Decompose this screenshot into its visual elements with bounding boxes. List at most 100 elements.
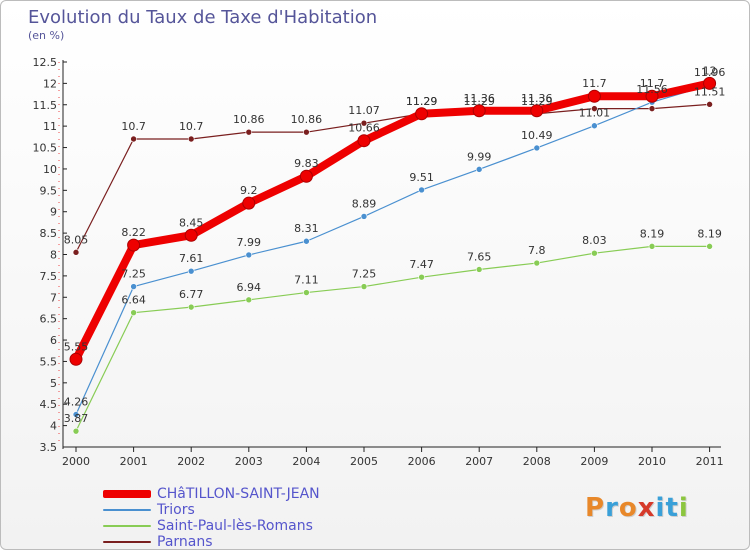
data-point: [472, 104, 486, 118]
data-point: [648, 243, 656, 250]
data-label: 10.66: [348, 122, 380, 135]
x-tick-label: 2010: [638, 455, 666, 468]
series-line-3: [75, 103, 711, 253]
data-label: 7.8: [528, 244, 546, 257]
y-tick-label: 5: [50, 377, 57, 390]
data-label: 10.7: [179, 120, 204, 133]
y-tick-label: 11.5: [33, 99, 58, 112]
data-label: 11.56: [636, 83, 668, 96]
data-label: 8.31: [294, 222, 319, 235]
data-label: 8.19: [697, 227, 722, 240]
y-tick-label: 9.5: [40, 184, 58, 197]
data-point: [130, 309, 137, 316]
y-tick-label: 6.5: [40, 313, 58, 326]
x-tick-label: 2001: [120, 455, 148, 468]
legend-label: Saint-Paul-lès-Romans: [157, 518, 313, 534]
data-label: 7.25: [352, 268, 377, 281]
data-label: 6.94: [237, 281, 262, 294]
data-label: 7.47: [409, 258, 434, 271]
data-label: 11.29: [406, 95, 438, 108]
data-label: 10.7: [121, 120, 146, 133]
data-point: [418, 186, 425, 194]
data-point: [360, 283, 368, 290]
data-label: 10.86: [291, 113, 323, 126]
legend: CHâTILLON-SAINT-JEAN Triors Saint-Paul-lès…: [103, 486, 320, 550]
data-label: 12: [703, 64, 717, 77]
data-point: [591, 105, 598, 112]
data-point: [530, 104, 544, 118]
data-label: 7.25: [121, 268, 146, 281]
x-tick-label: 2011: [696, 455, 724, 468]
data-point: [645, 89, 659, 103]
data-label: 11.51: [694, 85, 726, 98]
chart-unit-label: (en %): [28, 29, 65, 42]
data-label: 11.29: [463, 95, 495, 108]
legend-item: CHâTILLON-SAINT-JEAN: [103, 486, 320, 502]
x-tick-label: 2008: [523, 455, 551, 468]
data-label: 9.2: [240, 184, 258, 197]
legend-item: Saint-Paul-lès-Romans: [103, 518, 320, 534]
x-tick-label: 2000: [62, 455, 90, 468]
y-tick-label: 7.5: [40, 270, 58, 283]
proxiti-logo: Proxiti: [585, 493, 689, 523]
data-label: 8.03: [582, 234, 607, 247]
data-label: 11.29: [521, 95, 553, 108]
data-label: 9.83: [294, 157, 319, 170]
data-point: [360, 119, 368, 127]
y-tick-label: 6: [50, 334, 57, 347]
legend-swatch: [103, 490, 151, 498]
data-point: [706, 101, 713, 108]
data-point: [130, 283, 137, 290]
data-point: [72, 427, 80, 435]
data-label: 7.61: [179, 252, 204, 265]
data-label: 8.89: [352, 197, 377, 210]
legend-label: Parnans: [157, 534, 213, 550]
data-point: [187, 267, 195, 275]
series-layer: [69, 76, 717, 435]
data-label: 3.87: [64, 412, 89, 425]
data-point: [475, 266, 483, 273]
data-label: 10.49: [521, 129, 553, 142]
data-label: 11.7: [582, 77, 607, 90]
y-tick-label: 8.5: [40, 227, 58, 240]
y-tick-label: 3.5: [40, 441, 58, 454]
y-tick-label: 10: [43, 163, 57, 176]
legend-item: Triors: [103, 502, 320, 518]
data-point: [242, 196, 256, 210]
data-point: [69, 352, 83, 366]
y-tick-label: 12.5: [33, 56, 58, 69]
data-label: 8.45: [179, 216, 204, 229]
y-tick-label: 9: [50, 206, 57, 219]
data-point: [72, 411, 80, 418]
y-tick-label: 8: [50, 249, 57, 262]
data-point: [245, 251, 253, 259]
legend-swatch: [103, 541, 151, 543]
series-line-2: [75, 245, 711, 432]
data-point: [303, 128, 310, 136]
legend-label: Triors: [157, 502, 195, 518]
data-point: [187, 135, 195, 143]
series-line-0: [72, 79, 714, 364]
data-label: 9.51: [409, 171, 434, 184]
y-tick-label: 10.5: [33, 142, 58, 155]
data-label: 11.07: [348, 104, 380, 117]
y-tick-label: 7: [50, 291, 57, 304]
data-point: [245, 296, 253, 304]
series-line-1: [75, 84, 711, 416]
y-tick-label: 4.5: [40, 398, 58, 411]
data-label: 11.36: [463, 92, 495, 105]
data-point: [533, 144, 541, 152]
data-point: [303, 289, 310, 296]
data-label: 6.64: [121, 294, 146, 307]
data-label: 11.96: [694, 66, 726, 79]
legend-item: Parnans: [103, 534, 320, 550]
legend-swatch: [103, 525, 151, 527]
x-tick-label: 2004: [292, 455, 320, 468]
data-point: [127, 238, 141, 252]
data-point: [184, 228, 198, 242]
data-label: 8.05: [64, 233, 89, 246]
legend-swatch: [103, 509, 151, 511]
x-tick-label: 2009: [580, 455, 608, 468]
